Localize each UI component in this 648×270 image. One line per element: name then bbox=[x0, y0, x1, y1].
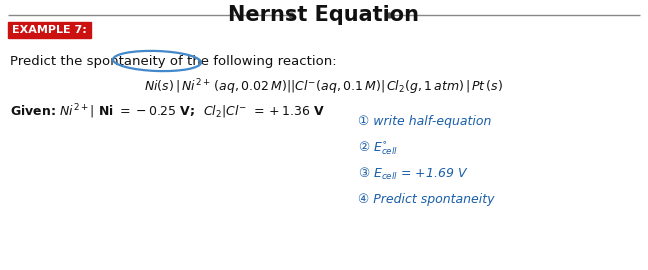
Text: ① write half-equation: ① write half-equation bbox=[358, 116, 491, 129]
Text: ③ $E_{cell}$ = +1.69 V: ③ $E_{cell}$ = +1.69 V bbox=[358, 166, 469, 182]
Text: Predict the spontaneity of the following reaction:: Predict the spontaneity of the following… bbox=[10, 56, 336, 69]
FancyBboxPatch shape bbox=[8, 22, 91, 38]
Text: Given: $\mathit{Ni^{2+}|}$ Ni $= -0.25$ V;  $\mathit{Cl_2|Cl^{-}}$ $= +1.36$ V: Given: $\mathit{Ni^{2+}|}$ Ni $= -0.25$ … bbox=[10, 103, 325, 121]
Text: Nernst Equation: Nernst Equation bbox=[229, 5, 419, 25]
Text: ④ Predict spontaneity: ④ Predict spontaneity bbox=[358, 194, 494, 207]
Text: $Ni(s)\,|\,Ni^{2+}\,(aq, 0.02\,M)||Cl^{-}(aq, 0.1\,M)|\,Cl_2(g, 1\,atm)\,|\,Pt\,: $Ni(s)\,|\,Ni^{2+}\,(aq, 0.02\,M)||Cl^{-… bbox=[145, 77, 503, 97]
Text: EXAMPLE 7:: EXAMPLE 7: bbox=[12, 25, 87, 35]
Text: ② $E^{\circ}_{cell}$: ② $E^{\circ}_{cell}$ bbox=[358, 139, 398, 157]
